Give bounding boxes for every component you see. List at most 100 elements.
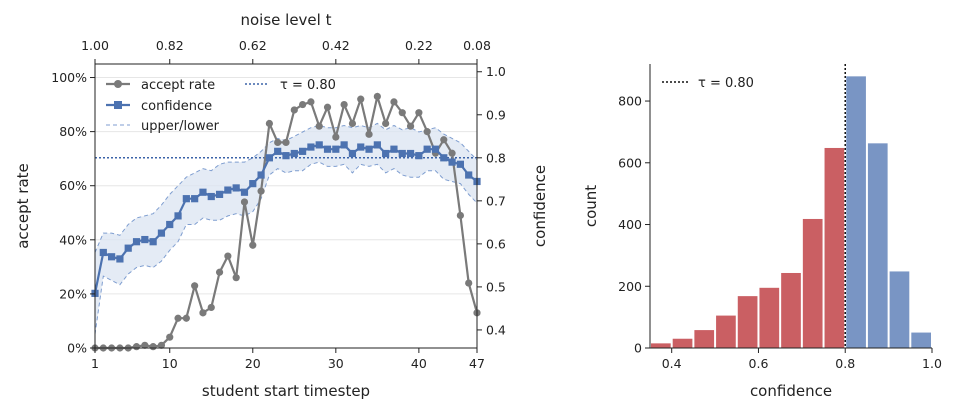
confidence-point [215, 190, 224, 198]
accept-rate-point [207, 303, 215, 312]
accept-rate-point [166, 333, 174, 341]
left-plot-frame [94, 63, 478, 349]
y-axis-label-left: accept rate [14, 163, 32, 249]
histogram-x-ticks: 0.4 0.6 0.8 1.0 [662, 348, 942, 371]
confidence-point [207, 192, 215, 201]
histogram-y-tick-label: 600 [618, 155, 642, 170]
accept-rate-point [174, 314, 182, 322]
top-x-ticks: 1.00 0.82 0.62 0.42 0.22 0.08 [81, 38, 491, 64]
bottom-x-tick-label: 1 [91, 356, 99, 371]
accept-rate-point [299, 100, 307, 109]
accept-rate-point [423, 128, 431, 136]
accept-rate-point [406, 122, 415, 130]
left-y-tick-label: 60% [59, 178, 87, 193]
legend-accept-label: accept rate [141, 78, 215, 93]
confidence-point [382, 149, 390, 158]
legend-band-label: upper/lower [141, 119, 220, 134]
accept-rate-point [382, 119, 390, 128]
histogram-x-label: confidence [750, 382, 832, 400]
histogram-x-tick-label: 0.8 [835, 356, 855, 371]
confidence-point [456, 160, 464, 168]
histogram-legend-threshold-label: τ = 0.80 [698, 76, 754, 91]
accept-rate-point [415, 109, 423, 117]
legend-confidence-label: confidence [141, 99, 212, 114]
histogram-x-tick-label: 0.6 [749, 356, 769, 371]
confidence-point [465, 171, 473, 179]
accept-rate-point [257, 187, 265, 195]
histogram-y-tick-label: 800 [618, 94, 642, 109]
confidence-point [431, 145, 440, 153]
confidence-point [290, 149, 298, 158]
left-y-tick-label: 80% [59, 124, 87, 139]
histogram-bar [716, 315, 736, 348]
confidence-point [132, 238, 141, 246]
left-y-ticks: 0% 20% 40% 60% 80% 100% [51, 70, 95, 356]
histogram-bar [802, 218, 823, 348]
histogram-x-tick-label: 1.0 [922, 356, 942, 371]
accept-rate-point [365, 130, 373, 138]
right-chart: 0.4 0.6 0.8 1.0 0 200 400 600 800 confidence co… [582, 64, 942, 400]
confidence-point [182, 195, 190, 203]
accept-rate-point [332, 133, 340, 141]
confidence-point [448, 158, 456, 166]
accept-rate-point [132, 343, 141, 351]
bottom-x-tick-label: 40 [411, 356, 427, 371]
accept-rate-point [191, 282, 199, 290]
confidence-point [257, 171, 265, 179]
right-y-tick-label: 0.5 [486, 279, 506, 294]
accept-rate-point [290, 106, 298, 114]
confidence-point [406, 149, 415, 158]
accept-rate-point [282, 138, 290, 147]
confidence-point [157, 229, 166, 237]
left-legend: accept rate confidence upper/lower τ = 0… [106, 78, 336, 134]
accept-rate-point [249, 241, 257, 249]
legend-confidence-marker [114, 101, 122, 109]
confidence-point [232, 184, 240, 192]
accept-rate-point [240, 198, 249, 206]
bottom-x-tick-label: 30 [328, 356, 344, 371]
right-y-tick-label: 1.0 [486, 64, 506, 79]
confidence-point [191, 195, 199, 203]
confidence-point [423, 145, 431, 153]
accept-rate-point [141, 341, 149, 349]
histogram-bar [911, 332, 931, 348]
confidence-point [199, 188, 207, 196]
histogram-bar [672, 338, 693, 348]
histogram-y-tick-label: 200 [618, 279, 642, 294]
accept-rate-point [448, 149, 456, 157]
histogram-bar [781, 272, 801, 348]
confidence-point [108, 253, 116, 261]
confidence-point [373, 141, 381, 149]
accept-rate-point [182, 314, 190, 322]
legend-accept-marker [114, 80, 122, 88]
confidence-point [299, 147, 307, 155]
histogram-bar [759, 287, 780, 348]
accept-rate-point [398, 109, 406, 117]
top-x-tick-label: 0.42 [322, 38, 350, 53]
top-x-tick-label: 0.82 [156, 38, 184, 53]
confidence-point [116, 255, 124, 263]
top-x-tick-label: 1.00 [81, 38, 109, 53]
confidence-point [240, 188, 249, 196]
right-y-tick-label: 0.9 [486, 107, 506, 122]
accept-rate-point [373, 92, 381, 101]
accept-rate-point [157, 341, 166, 349]
accept-rate-point [456, 211, 464, 220]
accept-rate-point [232, 274, 240, 282]
confidence-points [91, 141, 481, 297]
confidence-point [166, 220, 174, 229]
accept-rate-point [440, 136, 448, 144]
top-x-tick-label: 0.62 [239, 38, 267, 53]
accept-rate-point [357, 95, 365, 103]
accept-rate-point [340, 100, 348, 109]
confidence-band [95, 123, 477, 335]
confidence-point [282, 152, 290, 160]
histogram-bar [867, 143, 888, 348]
accept-rate-point [390, 98, 398, 106]
confidence-point [224, 186, 232, 194]
confidence-point [174, 212, 182, 220]
confidence-point [307, 143, 315, 151]
legend-threshold-label: τ = 0.80 [280, 78, 336, 93]
confidence-point [357, 143, 365, 151]
